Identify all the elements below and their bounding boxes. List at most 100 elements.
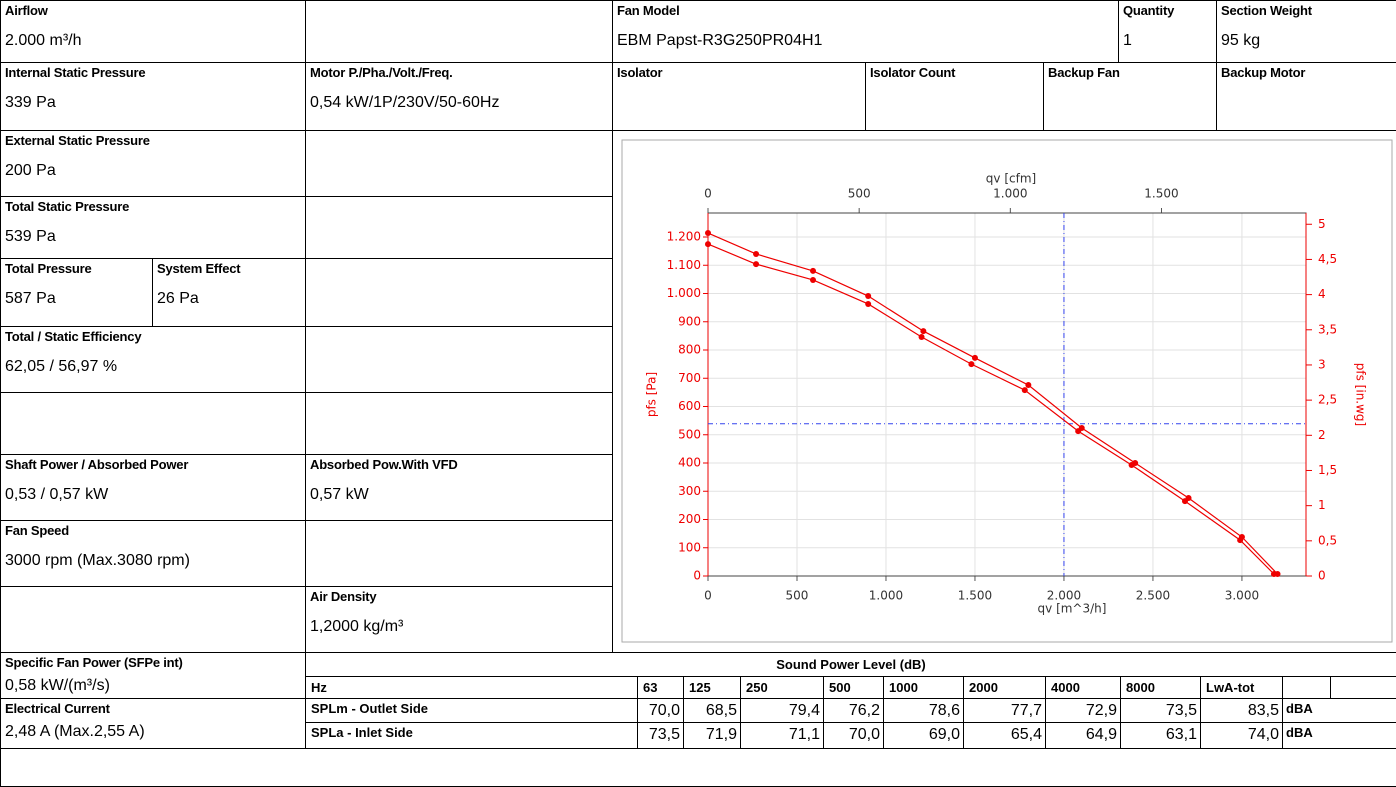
field-value: 200 Pa	[5, 162, 56, 179]
sound-value-cell: 70,0	[823, 722, 884, 749]
y-tick-label: 100	[678, 540, 701, 554]
sound-header: 63	[643, 680, 658, 695]
sound-header: 125	[689, 680, 711, 695]
y2-tick-label: 4,5	[1318, 252, 1337, 266]
cell: Air Density 1,2000 kg/m³	[305, 586, 613, 653]
field-label: System Effect	[157, 261, 241, 276]
y2-tick-label: 0,5	[1318, 533, 1337, 547]
sound-value-cell: 70,0	[637, 698, 684, 723]
cell: Shaft Power / Absorbed Power 0,53 / 0,57 …	[0, 454, 306, 521]
sound-value-cell: 79,4	[740, 698, 824, 723]
y-tick-label: 700	[678, 371, 701, 385]
cell: Airflow 2.000 m³/h	[0, 0, 306, 63]
y-tick-label: 200	[678, 512, 701, 526]
sound-header: 500	[829, 680, 851, 695]
field-label: Fan Speed	[5, 523, 69, 538]
curve-point	[865, 300, 872, 307]
cell: Section Weight 95 kg	[1216, 0, 1396, 63]
sound-value-cell: 73,5	[1120, 698, 1201, 723]
sound-unit-cell: dBA	[1282, 698, 1396, 723]
field-value: 0,53 / 0,57 kW	[5, 486, 109, 503]
sound-header: 8000	[1126, 680, 1155, 695]
x2-tick-label: 0	[704, 187, 712, 201]
field-label: Isolator	[617, 65, 663, 80]
field-value: 26 Pa	[157, 290, 199, 307]
cell: Total Pressure 587 Pa	[0, 258, 153, 327]
sound-header: 250	[746, 680, 768, 695]
curve-point	[920, 328, 927, 335]
sound-header-cell: 8000	[1120, 676, 1201, 699]
curve-point	[865, 293, 872, 300]
sound-unit-cell: dBA	[1282, 722, 1396, 749]
y-tick-label: 800	[678, 343, 701, 357]
sound-value: 74,0	[1247, 726, 1279, 743]
sound-value: 77,7	[1010, 702, 1042, 719]
curve-point	[1181, 498, 1188, 505]
x-tick-label: 1.500	[958, 589, 992, 603]
x2-axis-label: qv [cfm]	[986, 172, 1036, 186]
curve-point	[1021, 387, 1028, 394]
sound-value: 64,9	[1085, 726, 1117, 743]
x2-tick-label: 1.000	[993, 187, 1027, 201]
sound-value: 78,6	[928, 702, 960, 719]
sound-value: 63,1	[1165, 726, 1197, 743]
field-label: Total / Static Efficiency	[5, 329, 142, 344]
field-value: EBM Papst-R3G250PR04H1	[617, 32, 823, 49]
x-tick-label: 2.000	[1047, 589, 1081, 603]
field-label: Airflow	[5, 3, 48, 18]
field-label: Motor P./Pha./Volt./Freq.	[310, 65, 453, 80]
cell: Quantity 1	[1118, 0, 1217, 63]
field-label: Total Pressure	[5, 261, 92, 276]
curve-point	[705, 230, 711, 237]
sound-value: 71,9	[705, 726, 737, 743]
field-label: External Static Pressure	[5, 133, 150, 148]
curve-point	[971, 354, 978, 361]
x-tick-label: 500	[786, 589, 809, 603]
curve-point	[753, 250, 760, 257]
cell: External Static Pressure 200 Pa	[0, 130, 306, 197]
field-value: 2.000 m³/h	[5, 32, 82, 49]
y2-axis-label: pfs [in.wg]	[1354, 363, 1368, 426]
curve	[707, 232, 1278, 575]
field-label: Section Weight	[1221, 3, 1312, 18]
sound-value: 72,9	[1085, 702, 1117, 719]
field-label: Air Density	[310, 589, 377, 604]
x-axis-label: qv [m^3/h]	[1038, 602, 1107, 616]
field-value: 0,54 kW/1P/230V/50-60Hz	[310, 94, 500, 111]
field-label: Absorbed Pow.With VFD	[310, 457, 458, 472]
curve-point	[918, 334, 925, 341]
field-label: Quantity	[1123, 3, 1175, 18]
sound-header: 2000	[969, 680, 998, 695]
field-value: 0,57 kW	[310, 486, 369, 503]
y-axis-label: pfs [Pa]	[645, 372, 659, 417]
sound-value: 70,0	[848, 726, 880, 743]
x-tick-label: 3.000	[1225, 589, 1259, 603]
sound-value-cell: 71,1	[740, 722, 824, 749]
sound-value: 71,1	[788, 726, 820, 743]
cell: Specific Fan Power (SFPe int) 0,58 kW/(m³…	[0, 652, 306, 699]
sound-value-cell: 72,9	[1045, 698, 1121, 723]
sound-unit: dBA	[1286, 701, 1313, 716]
cell	[305, 258, 613, 327]
cell: System Effect 26 Pa	[152, 258, 306, 327]
y2-tick-label: 5	[1318, 217, 1326, 231]
sound-value-cell: 63,1	[1120, 722, 1201, 749]
curve-point	[1025, 382, 1032, 389]
field-value: 62,05 / 56,97 %	[5, 358, 118, 375]
field-label: Specific Fan Power (SFPe int)	[5, 655, 183, 670]
cell: Backup Fan	[1043, 62, 1217, 131]
sound-value: 65,4	[1010, 726, 1042, 743]
cell: Internal Static Pressure 339 Pa	[0, 62, 306, 131]
sound-value: 68,5	[705, 702, 737, 719]
sound-value-cell: 65,4	[963, 722, 1046, 749]
y2-tick-label: 1,5	[1318, 463, 1337, 477]
field-label: Internal Static Pressure	[5, 65, 146, 80]
sound-value: 70,0	[648, 702, 680, 719]
curve-point	[1128, 461, 1135, 468]
cell: Isolator Count	[865, 62, 1044, 131]
y-tick-label: 1.000	[667, 286, 701, 300]
y-tick-label: 400	[678, 456, 701, 470]
y-tick-label: 600	[678, 399, 701, 413]
